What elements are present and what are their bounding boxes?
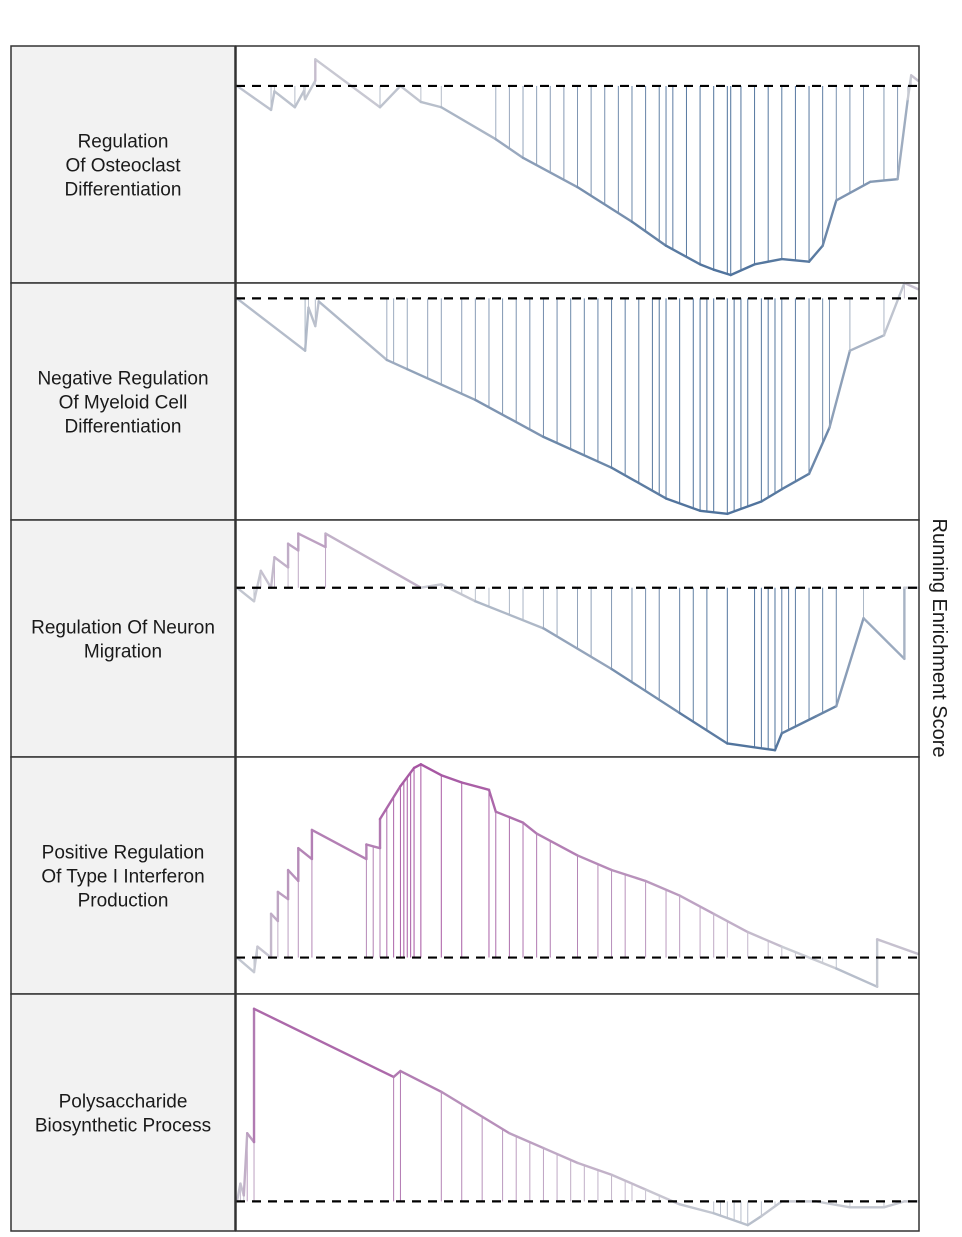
panel-strip: Regulation Of Osteoclast Differentiation <box>11 46 235 283</box>
strip-background <box>11 994 235 1231</box>
y-axis-title: Running Enrichment Score <box>928 518 950 757</box>
panel-strips: Regulation Of Osteoclast Differentiation Ne… <box>11 46 235 1231</box>
panel-plot <box>236 283 919 520</box>
panel-plot <box>236 757 919 994</box>
panel-plot <box>236 46 919 283</box>
panel-strip: Positive Regulation Of Type I Interferon P… <box>11 757 235 994</box>
panel-strip: Negative Regulation Of Myeloid Cell Differ… <box>11 283 235 520</box>
panel-strip: Regulation Of Neuron Migration <box>11 520 235 757</box>
panel-plot <box>236 520 919 757</box>
panel-strip: Polysaccharide Biosynthetic Process <box>11 994 235 1231</box>
panel-plot <box>236 994 919 1231</box>
strip-background <box>11 520 235 757</box>
panel-label: Regulation Of Osteoclast Differentiation <box>65 132 182 201</box>
panel-plots <box>236 46 919 1231</box>
plot-background <box>236 994 919 1231</box>
